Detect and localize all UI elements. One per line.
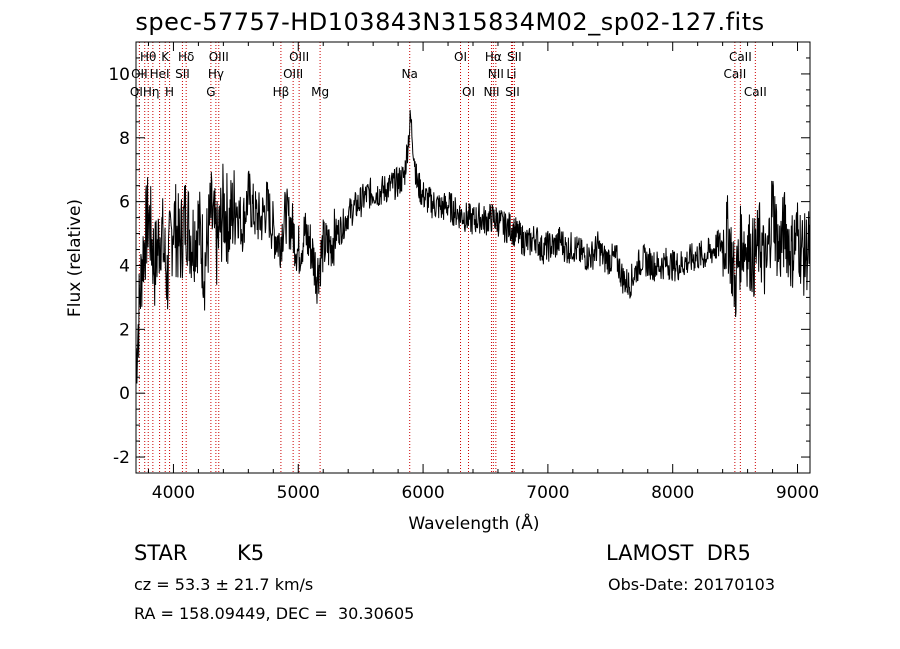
spectrum-series [135, 109, 811, 384]
observation-date: Obs-Date: 20170103 [608, 575, 776, 594]
x-axis-label: Wavelength (Å) [408, 512, 539, 534]
coordinates: RA = 158.09449, DEC = 30.30605 [134, 604, 415, 623]
y-tick-label: 10 [108, 65, 130, 85]
x-tick-label: 5000 [277, 483, 320, 503]
line-label: G [206, 85, 215, 99]
line-label: Hα [485, 50, 502, 64]
y-tick-label: 0 [119, 384, 130, 404]
x-tick-label: 6000 [401, 483, 444, 503]
line-label: Na [402, 67, 418, 81]
line-label: Hδ [178, 50, 194, 64]
y-tick-label: 2 [119, 320, 130, 340]
line-label: Mg [311, 85, 329, 99]
line-label: Hβ [273, 85, 290, 99]
line-label: Li [506, 67, 516, 81]
chart-title: spec-57757-HD103843N315834M02_sp02-127.f… [135, 8, 765, 36]
y-axis-label: Flux (relative) [65, 199, 85, 317]
y-tick-label: -2 [113, 448, 130, 468]
line-label: OIII [283, 67, 303, 81]
line-label: CaII [723, 67, 746, 81]
line-label: OI [454, 50, 467, 64]
y-tick-label: 8 [119, 129, 130, 149]
line-label: NII [483, 85, 499, 99]
line-label: Hθ [140, 50, 156, 64]
line-label: K [161, 50, 170, 64]
line-label: CaII [744, 85, 767, 99]
line-labels: Hθ K Hδ OIII OIII OI Hα SII CaII OII HeI SII Hγ OIII N… [130, 50, 767, 99]
line-label: HeI [150, 67, 170, 81]
line-label: CaII [729, 50, 752, 64]
plot-frame [135, 41, 811, 474]
line-label: NII [488, 67, 504, 81]
axis-ticks: 4000 5000 6000 7000 8000 9000 -2 0 2 4 6 8 10 [108, 41, 819, 503]
line-label: OI [462, 85, 475, 99]
x-tick-label: 7000 [526, 483, 569, 503]
x-tick-label: 4000 [152, 483, 195, 503]
x-tick-label: 9000 [776, 483, 819, 503]
line-label: SII [175, 67, 190, 81]
redshift-velocity: cz = 53.3 ± 21.7 km/s [134, 575, 314, 594]
y-tick-label: 6 [119, 193, 130, 213]
spectrum-line [135, 109, 811, 384]
emission-line-markers [138, 42, 756, 473]
survey-name: LAMOST DR5 [606, 541, 751, 565]
y-tick-label: 4 [119, 256, 130, 276]
line-label: SII [505, 85, 520, 99]
line-label: QIHη [130, 85, 160, 99]
line-label: OIII [289, 50, 309, 64]
line-label: OII [131, 67, 148, 81]
x-tick-label: 8000 [651, 483, 694, 503]
line-label: OIII [209, 50, 229, 64]
object-subclass: K5 [237, 541, 265, 565]
line-label: Hγ [208, 67, 224, 81]
line-label: H [165, 85, 174, 99]
object-class: STAR [134, 541, 188, 565]
line-label: SII [507, 50, 522, 64]
